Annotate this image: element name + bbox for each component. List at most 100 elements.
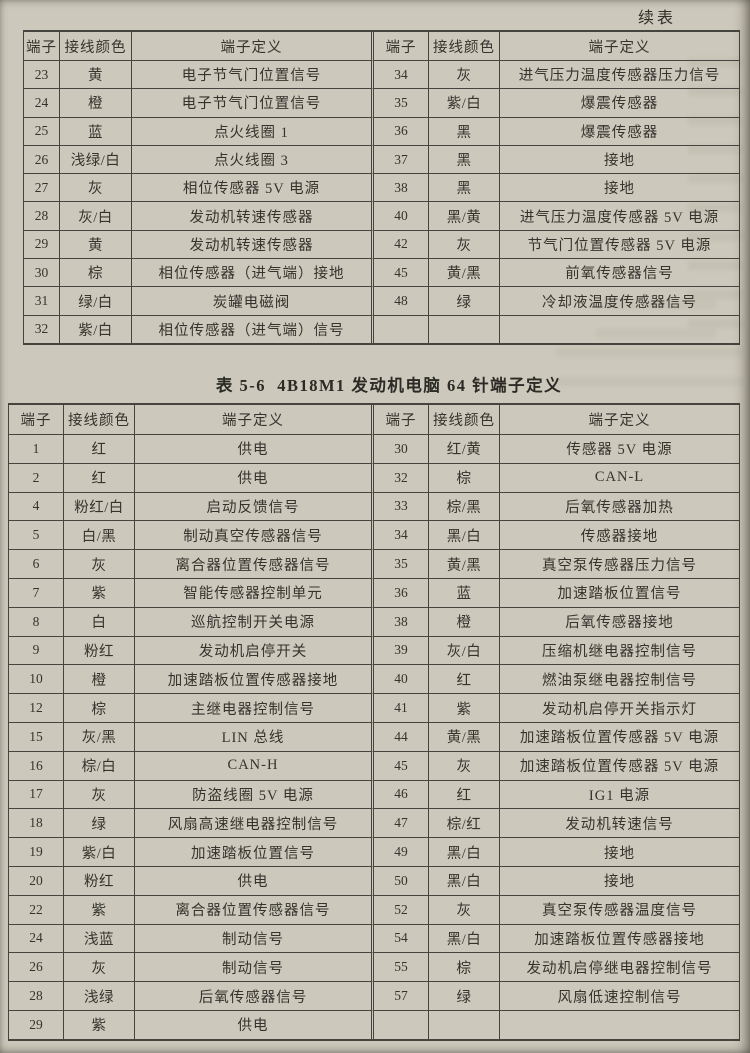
terminal-cell: 38 [371, 173, 428, 202]
terminal-cell: 25 [24, 116, 59, 145]
definition-cell: 发动机启停继电器控制信号 [499, 952, 739, 982]
column-header: 接线颜色 [59, 32, 131, 60]
terminal-cell: 16 [9, 750, 63, 780]
wire-color-cell: 黄/黑 [428, 721, 499, 751]
definition-cell: 压缩机继电器控制信号 [499, 635, 739, 665]
definition-cell: 传感器 5V 电源 [499, 434, 739, 463]
terminal-cell: 2 [9, 462, 63, 492]
column-header: 端子 [20, 413, 52, 429]
definition-cell: 发动机启停开关 [134, 635, 371, 665]
terminal-cell: 28 [24, 201, 59, 229]
wire-color-cell: 绿/白 [59, 286, 131, 315]
definition-cell: 风扇高速继电器控制信号 [134, 808, 371, 838]
terminal-cell: 39 [371, 635, 428, 665]
wire-color-cell: 紫 [63, 894, 134, 924]
wire-color-cell: 浅蓝 [63, 923, 134, 953]
terminal-cell [371, 1009, 428, 1039]
definition-cell: 离合器位置传感器信号 [134, 549, 371, 578]
wire-color-cell: 黄/黑 [428, 258, 499, 287]
definition-cell: 加速踏板位置传感器 5V 电源 [499, 721, 739, 751]
terminal-cell: 35 [371, 88, 428, 117]
definition-cell: 电子节气门位置信号 [131, 88, 371, 117]
definition-cell: 接地 [499, 865, 739, 895]
wire-color-cell: 灰 [428, 894, 499, 924]
terminal-cell: 23 [24, 60, 59, 88]
wire-color-cell: 紫/白 [59, 314, 131, 343]
definition-cell: 制动真空传感器信号 [134, 520, 371, 550]
terminal-cell: 54 [371, 923, 428, 953]
wire-color-cell: 橙 [428, 606, 499, 636]
terminal-cell: 17 [9, 779, 63, 809]
wire-color-cell: 红/黄 [428, 434, 499, 463]
terminal-cell: 49 [371, 837, 428, 866]
column-header: 端子 [371, 405, 428, 434]
terminal-table-64pin: 端子 接线颜色 端子定义 端子 接线颜色 端子定义 1 红供电 30 红/黄 传感器 5V 电源 2 红… [8, 403, 740, 1041]
wire-color-cell: 白 [63, 606, 134, 636]
terminal-cell: 4 [9, 491, 63, 521]
definition-cell: 离合器位置传感器信号 [134, 894, 371, 924]
definition-cell: 加速踏板位置传感器 5V 电源 [499, 750, 739, 780]
terminal-cell: 41 [371, 693, 428, 722]
wire-color-cell: 紫/白 [63, 837, 134, 866]
definition-cell: 前氧传感器信号 [499, 258, 739, 287]
definition-cell: 电子节气门位置信号 [131, 60, 371, 89]
definition-cell: 启动反馈信号 [134, 491, 371, 521]
column-header: 端子 [371, 32, 428, 60]
terminal-cell: 29 [9, 1009, 63, 1039]
definition-cell: 节气门位置传感器 5V 电源 [499, 229, 739, 259]
definition-cell: 加速踏板位置信号 [499, 577, 739, 607]
continued-table-label: 续表 [638, 10, 677, 27]
terminal-cell: 7 [9, 577, 63, 607]
terminal-cell: 40 [371, 201, 428, 230]
terminal-cell: 33 [371, 491, 428, 521]
wire-color-cell: 黑/白 [428, 865, 499, 895]
definition-cell: 炭罐电磁阀 [131, 286, 371, 315]
wire-color-cell: 灰 [59, 173, 131, 202]
wire-color-cell: 绿 [428, 286, 499, 315]
definition-cell: 进气压力温度传感器压力信号 [499, 60, 739, 89]
terminal-cell: 52 [371, 894, 428, 924]
definition-cell: CAN-H [134, 750, 371, 780]
wire-color-cell: 棕 [428, 952, 499, 982]
terminal-cell: 10 [9, 664, 63, 693]
terminal-cell: 57 [371, 981, 428, 1010]
definition-cell: 发动机启停开关指示灯 [499, 693, 739, 722]
wire-color-cell: 粉红 [63, 865, 134, 895]
definition-cell: 真空泵传感器温度信号 [499, 894, 739, 924]
definition-cell: 加速踏板位置传感器接地 [134, 664, 371, 694]
wire-color-cell: 黄 [59, 229, 131, 259]
wire-color-cell: 绿 [63, 808, 134, 838]
wire-color-cell: 黑 [428, 144, 499, 174]
definition-cell: 接地 [499, 173, 739, 202]
definition-cell: 后氧传感器加热 [499, 491, 739, 521]
definition-cell: 制动信号 [134, 952, 371, 982]
wire-color-cell: 灰 [428, 750, 499, 780]
terminal-cell: 35 [371, 549, 428, 578]
terminal-cell: 36 [371, 116, 428, 145]
terminal-cell: 5 [9, 520, 63, 549]
terminal-cell: 22 [9, 894, 63, 924]
wire-color-cell: 红 [428, 779, 499, 809]
wire-color-cell: 橙 [63, 664, 134, 694]
terminal-cell: 45 [371, 258, 428, 287]
terminal-cell: 15 [9, 721, 63, 751]
terminal-cell: 36 [371, 577, 428, 607]
terminal-cell: 19 [9, 837, 63, 866]
wire-color-cell: 黑 [428, 116, 499, 145]
terminal-cell: 32 [371, 462, 428, 492]
terminal-cell: 30 [24, 258, 59, 286]
terminal-cell: 31 [24, 286, 59, 314]
wire-color-cell: 紫/白 [428, 88, 499, 117]
wire-color-cell: 灰 [63, 779, 134, 809]
definition-cell: IG1 电源 [499, 779, 739, 809]
terminal-cell: 30 [371, 434, 428, 463]
column-header: 端子定义 [499, 405, 739, 434]
terminal-cell [371, 314, 428, 343]
definition-cell: 爆震传感器 [499, 88, 739, 117]
terminal-cell: 34 [371, 60, 428, 89]
terminal-cell: 47 [371, 808, 428, 838]
terminal-cell: 29 [24, 229, 59, 258]
terminal-cell: 34 [371, 520, 428, 550]
wire-color-cell: 灰 [63, 549, 134, 578]
